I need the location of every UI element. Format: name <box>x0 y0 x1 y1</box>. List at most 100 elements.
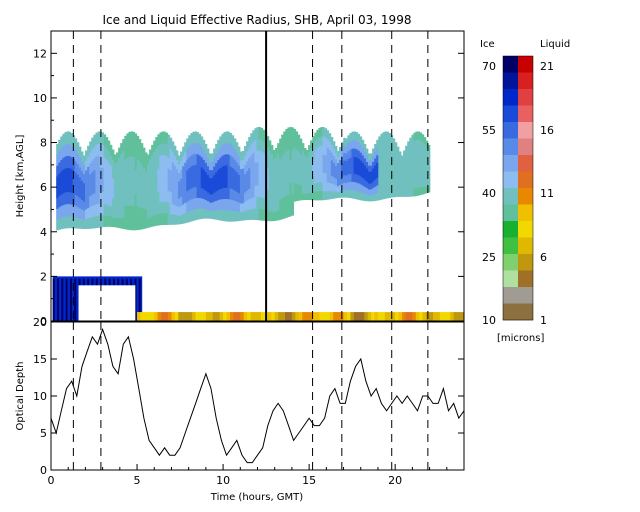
ice-cloud-cell <box>231 167 235 179</box>
ice-cloud-cell <box>97 167 100 180</box>
ice-cloud-cell <box>72 181 76 194</box>
low-ice-cloud-streak <box>61 278 64 321</box>
ice-cloud-cell <box>70 133 74 146</box>
ice-cloud-cell <box>239 203 243 213</box>
ice-cloud-cell <box>390 166 394 175</box>
ice-cloud-cell <box>169 159 173 171</box>
ice-cloud-cell <box>386 156 390 166</box>
ice-cloud-cell <box>343 167 346 176</box>
ice-cloud-cell <box>403 179 406 186</box>
ice-cloud-cell <box>142 167 146 179</box>
liquid-cloud-cell <box>419 312 424 321</box>
ice-cloud-cell <box>367 195 371 202</box>
liquid-cloud-cell <box>157 312 162 321</box>
liquid-cloud-cell <box>240 312 245 321</box>
ice-cloud-cell <box>126 145 129 158</box>
low-ice-cloud-streak <box>74 278 77 321</box>
ice-cloud-cell <box>85 169 88 181</box>
ice-cloud-cell <box>173 214 177 225</box>
ice-cloud-cell <box>194 175 197 188</box>
ice-cloud-cell <box>376 162 379 171</box>
ice-cloud-cell <box>175 150 179 161</box>
ice-cloud-cell <box>194 153 197 165</box>
ice-cloud-cell <box>254 208 257 220</box>
ice-cloud-cell <box>194 142 197 154</box>
ice-cloud-cell <box>101 167 105 180</box>
ice-cloud-cell <box>87 176 90 188</box>
ice-cloud-cell <box>419 186 423 196</box>
ice-cloud-cell <box>372 174 375 182</box>
ice-cloud-cell <box>175 187 179 197</box>
ice-cloud-cell <box>74 149 78 162</box>
ice-cloud-cell <box>66 179 69 193</box>
ice-cloud-cell <box>384 189 387 199</box>
ice-cloud-cell <box>322 163 326 173</box>
ice-cloud-cell <box>215 181 218 192</box>
ice-cloud-cell <box>374 193 377 201</box>
ice-cloud-cell <box>378 191 381 201</box>
ice-cloud-cell <box>260 127 264 140</box>
ice-cloud-cell <box>142 147 146 159</box>
ice-cloud-cell <box>291 171 295 183</box>
ice-cloud-cell <box>306 156 309 163</box>
ice-cloud-cell <box>87 145 90 157</box>
ice-cloud-cell <box>378 168 381 177</box>
ice-cloud-cell <box>211 210 214 220</box>
ice-cloud-cell <box>295 192 299 202</box>
colorbar-liquid-swatch <box>518 188 533 205</box>
ice-cloud-cell <box>349 173 352 182</box>
ice-cloud-cell <box>246 141 249 152</box>
ice-cloud-cell <box>217 169 220 181</box>
ice-cloud-cell <box>70 144 74 158</box>
ice-cloud-cell <box>312 167 315 177</box>
ice-cloud-cell <box>357 158 361 168</box>
ice-cloud-cell <box>136 194 140 207</box>
ice-cloud-cell <box>188 167 191 179</box>
ice-cloud-cell <box>285 184 288 196</box>
ice-cloud-cell <box>64 168 67 181</box>
ice-cloud-cell <box>202 198 206 209</box>
liquid-cloud-cell <box>154 312 159 321</box>
ice-cloud-cell <box>417 147 421 156</box>
liquid-cloud-cell <box>257 312 262 321</box>
ice-cloud-cell <box>270 211 274 222</box>
ice-cloud-cell <box>355 165 359 175</box>
ice-cloud-cell <box>242 211 245 221</box>
ice-cloud-cell <box>411 134 414 143</box>
ice-cloud-cell <box>95 132 98 145</box>
ice-cloud-cell <box>227 176 231 189</box>
ice-cloud-cell <box>376 154 379 163</box>
colorbar-ice-swatch <box>503 56 518 73</box>
ice-cloud-cell <box>103 180 107 193</box>
ice-cloud-cell <box>165 178 169 191</box>
ice-cloud-cell <box>343 174 346 183</box>
ice-cloud-cell <box>163 154 167 167</box>
ice-cloud-cell <box>213 183 216 193</box>
ice-cloud-cell <box>295 157 299 167</box>
ice-cloud-cell <box>425 153 429 161</box>
ice-cloud-cell <box>142 188 146 199</box>
ice-cloud-cell <box>128 131 131 145</box>
ice-cloud-cell <box>116 171 119 181</box>
liquid-cloud-cell <box>329 312 334 321</box>
ice-cloud-cell <box>97 143 100 156</box>
ice-cloud-cell <box>223 154 226 166</box>
ice-cloud-cell <box>293 183 297 193</box>
ice-cloud-cell <box>184 192 187 204</box>
ice-cloud-cell <box>217 139 220 151</box>
ice-cloud-cell <box>363 193 367 202</box>
ice-cloud-cell <box>91 205 94 218</box>
height-tick-label: 8 <box>40 137 47 150</box>
ice-cloud-cell <box>211 161 214 171</box>
ice-cloud-cell <box>80 151 84 162</box>
ice-cloud-cell <box>87 197 90 209</box>
ice-cloud-cell <box>246 170 249 181</box>
ice-cloud-cell <box>142 198 146 209</box>
ice-cloud-cell <box>283 174 286 187</box>
ice-cloud-cell <box>347 174 350 183</box>
ice-cloud-cell <box>153 215 156 227</box>
ice-cloud-cell <box>299 153 303 163</box>
ice-cloud-cell <box>163 189 167 202</box>
ice-cloud-cell <box>337 185 340 193</box>
colorbar-liquid-swatch <box>518 287 533 304</box>
